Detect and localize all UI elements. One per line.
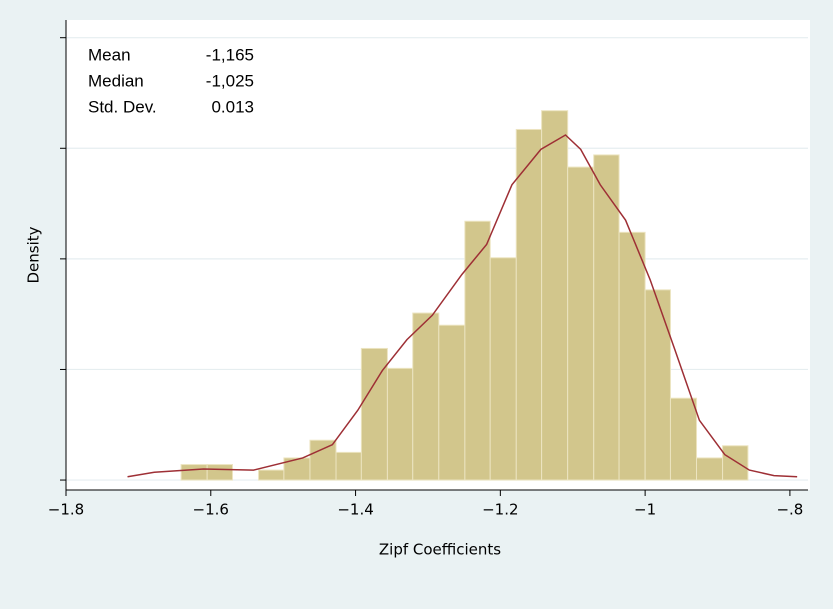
bar [696,457,724,481]
stat-label: Mean [88,45,131,64]
bar [412,312,440,481]
bar [438,324,466,481]
bar [618,231,646,481]
stat-value: -1,025 [206,71,254,90]
bar [515,128,543,481]
bar [386,367,414,481]
bar [464,220,491,481]
bar [335,451,362,481]
stat-label: Std. Dev. [88,97,157,116]
stat-label: Median [88,71,144,90]
bar [258,469,285,481]
density-line [127,134,798,478]
bar [206,464,233,481]
bar [567,166,595,481]
x-axis-label: Zipf Coefficients [379,541,501,559]
y-axis-label: Density [25,226,43,283]
bar [669,397,698,481]
bar [722,445,749,481]
x-tick-label: −1 [634,501,656,519]
bar [309,439,337,481]
bar [593,154,620,481]
x-tick-label: −1.8 [48,501,84,519]
stat-value: 0.013 [211,97,254,116]
bar [489,257,517,481]
stat-value: -1,165 [206,45,254,64]
bar [541,110,569,481]
x-tick-label: −1.6 [193,501,229,519]
bar [644,289,671,481]
x-tick-label: −1.4 [337,501,373,519]
x-tick-label: −1.2 [482,501,518,519]
x-tick-label: −.8 [776,501,803,519]
bar [180,464,208,481]
